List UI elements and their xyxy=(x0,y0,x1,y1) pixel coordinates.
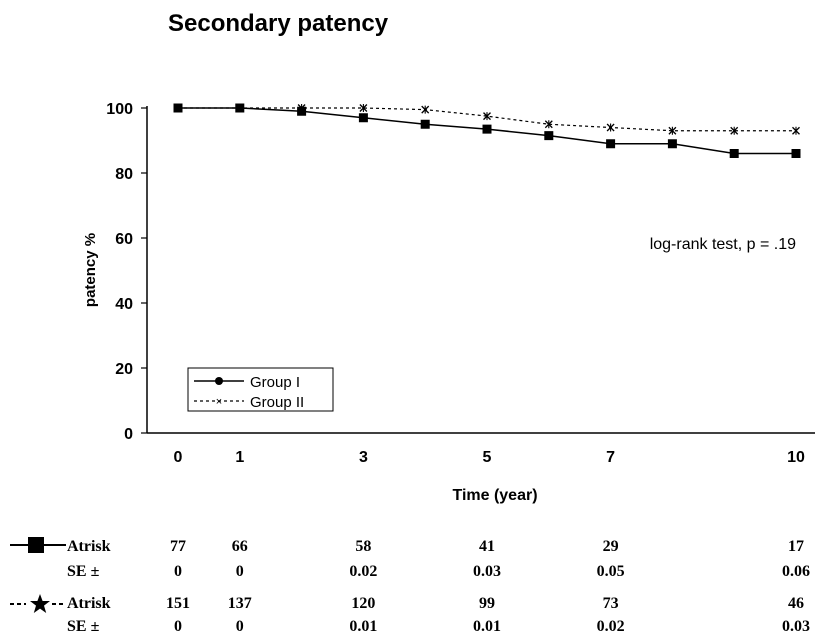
se-value-group-2: 0.02 xyxy=(597,618,625,635)
x-ticks: 0 1 3 5 7 10 xyxy=(174,449,805,466)
data-point-group-1 xyxy=(482,124,492,134)
data-point-group-1 xyxy=(667,139,677,149)
risk-label-at-risk-group-1: Atrisk xyxy=(67,538,111,555)
data-point-group-2 xyxy=(606,123,615,132)
y-tick-label: 20 xyxy=(115,361,133,378)
risk-label-se-group-2: SE ± xyxy=(67,618,100,635)
x-axis-label: Time (year) xyxy=(452,487,537,504)
x-tick-label: 5 xyxy=(483,449,492,466)
risk-group-1-marker xyxy=(10,537,66,553)
se-value-group-1: 0.06 xyxy=(782,563,810,580)
legend-label-group-2: Group II xyxy=(250,394,304,411)
se-value-group-1: 0.05 xyxy=(597,563,625,580)
y-tick-label: 40 xyxy=(115,296,133,313)
data-point-group-1 xyxy=(729,149,739,158)
at-risk-value-group-1: 66 xyxy=(232,538,248,555)
data-point-group-1 xyxy=(791,149,801,158)
y-ticks: 0 20 40 60 80 100 xyxy=(106,101,147,443)
plot-area: 0 20 40 60 80 100 0 1 3 5 7 10 xyxy=(106,101,815,466)
se-value-group-1: 0.02 xyxy=(349,563,377,580)
se-value-group-1: 0 xyxy=(174,563,182,580)
risk-table: Atrisk SE ± Atrisk SE ± 77 0 66 0 58 0.02 41 0.… xyxy=(10,537,810,635)
at-risk-value-group-1: 41 xyxy=(479,538,495,555)
at-risk-value-group-2: 137 xyxy=(228,595,252,612)
x-tick-label: 0 xyxy=(174,449,183,466)
data-point-group-2 xyxy=(421,105,430,114)
y-tick-label: 100 xyxy=(106,101,133,118)
se-value-group-2: 0.03 xyxy=(782,618,810,635)
data-point-group-2 xyxy=(174,104,182,112)
at-risk-value-group-2: 73 xyxy=(603,595,619,612)
x-tick-label: 7 xyxy=(606,449,615,466)
y-tick-label: 60 xyxy=(115,231,133,248)
risk-group-2-marker xyxy=(10,594,66,613)
at-risk-value-group-1: 17 xyxy=(788,538,804,555)
at-risk-value-group-1: 58 xyxy=(355,538,371,555)
y-tick-label: 0 xyxy=(124,426,133,443)
risk-values: 77 0 66 0 58 0.02 41 0.03 29 0.05 17 0.06 151 0 137 0 12… xyxy=(166,538,810,635)
se-value-group-1: 0.03 xyxy=(473,563,501,580)
data-point-group-2 xyxy=(235,104,244,112)
data-point-group-2 xyxy=(668,126,677,135)
at-risk-value-group-2: 99 xyxy=(479,595,495,612)
legend-label-group-1: Group I xyxy=(250,374,300,391)
data-point-group-2 xyxy=(359,104,368,112)
y-axis-label: patency % xyxy=(82,233,99,307)
at-risk-value-group-2: 120 xyxy=(351,595,375,612)
data-point-group-1 xyxy=(606,139,616,149)
data-point-group-2 xyxy=(730,126,739,135)
chart-title: Secondary patency xyxy=(168,10,389,37)
se-value-group-2: 0.01 xyxy=(349,618,377,635)
series-line-group-2 xyxy=(178,107,796,132)
se-value-group-1: 0 xyxy=(236,563,244,580)
risk-label-at-risk-group-2: Atrisk xyxy=(67,595,111,612)
data-point-group-2 xyxy=(297,104,306,112)
data-point-group-1 xyxy=(358,113,368,123)
at-risk-value-group-2: 46 xyxy=(788,595,804,612)
se-value-group-2: 0.01 xyxy=(473,618,501,635)
at-risk-value-group-1: 29 xyxy=(603,538,619,555)
data-point-group-2 xyxy=(792,126,800,135)
log-rank-annotation: log-rank test, p = .19 xyxy=(650,236,796,253)
data-point-group-1 xyxy=(544,131,554,141)
legend: Group I × Group II xyxy=(187,367,334,412)
data-point-group-2 xyxy=(544,120,553,129)
data-point-group-1 xyxy=(420,119,430,129)
at-risk-value-group-1: 77 xyxy=(170,538,186,555)
x-tick-label: 1 xyxy=(235,449,244,466)
x-tick-label: 3 xyxy=(359,449,368,466)
legend-marker-group-2: × xyxy=(216,396,222,408)
y-tick-label: 80 xyxy=(115,166,133,183)
se-value-group-2: 0 xyxy=(236,618,244,635)
risk-label-se-group-1: SE ± xyxy=(67,563,100,580)
legend-marker-group-1 xyxy=(215,377,223,385)
series-layer xyxy=(173,103,801,158)
legend-box xyxy=(187,367,334,412)
se-value-group-2: 0 xyxy=(174,618,182,635)
at-risk-value-group-2: 151 xyxy=(166,595,190,612)
data-point-group-2 xyxy=(483,112,491,121)
x-tick-label: 10 xyxy=(787,449,805,466)
